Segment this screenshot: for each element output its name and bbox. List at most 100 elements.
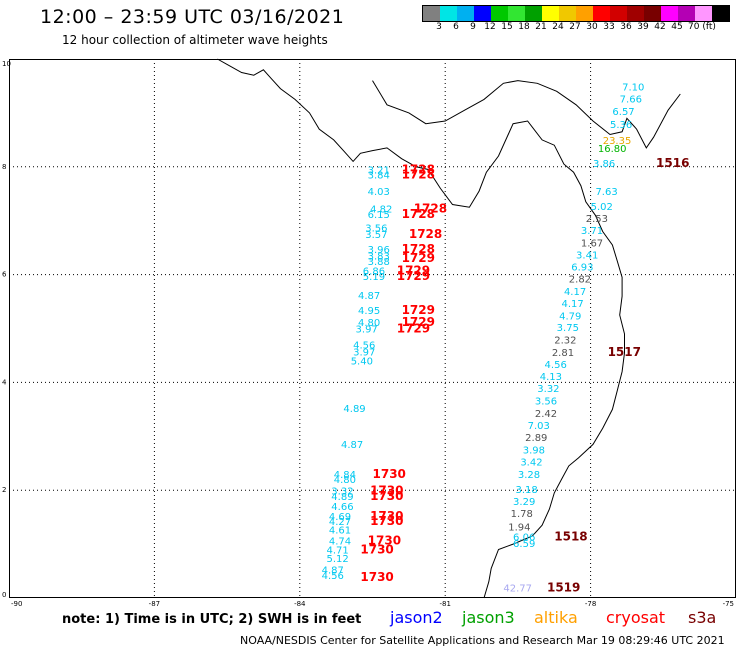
legend-item-s3a: s3a (688, 608, 717, 627)
wave-height-label: 7.66 (620, 95, 642, 106)
wave-height-label: 42.77 (503, 584, 532, 595)
scale-label: 30 (586, 22, 598, 32)
pass-time-label: 1516 (656, 156, 689, 170)
pass-time-label: 1730 (368, 534, 401, 548)
pass-time-label: 1729 (397, 264, 430, 278)
scale-swatch (593, 6, 610, 21)
scale-swatch (491, 6, 508, 21)
wave-height-label: 6.06 (513, 532, 535, 543)
scale-swatch (678, 6, 695, 21)
wave-height-label: 3.42 (520, 457, 542, 468)
scale-label: 33 (603, 22, 615, 32)
scale-label: 24 (552, 22, 564, 32)
scale-label: 3 (436, 22, 442, 32)
wave-height-label: 4.03 (368, 187, 390, 198)
wave-height-label: 7.03 (528, 421, 550, 432)
pass-time-label: 1729 (402, 303, 435, 317)
scale-swatch (440, 6, 457, 21)
wave-height-label: 3.75 (557, 323, 579, 334)
wave-height-label: 4.61 (329, 525, 351, 536)
scale-label: 70 (ft) (688, 22, 716, 32)
wave-height-label: 3.96 (368, 245, 390, 256)
wave-height-label: 2.89 (525, 433, 547, 444)
y-tick-label: 2 (2, 486, 6, 494)
pass-time-label: 1728 (402, 207, 435, 221)
wave-height-label: 3.98 (523, 446, 545, 457)
scale-swatch (610, 6, 627, 21)
wave-height-label: 4.84 (334, 470, 356, 481)
legend-item-altika: altika (534, 608, 578, 627)
scale-label: 27 (569, 22, 581, 32)
pass-time-label: 1730 (370, 514, 403, 528)
wave-height-label: 3.97 (356, 324, 378, 335)
pass-time-label: 1730 (360, 570, 393, 584)
pass-time-label: 1730 (373, 467, 406, 481)
pass-time-label: 1729 (397, 269, 430, 283)
map-frame (9, 59, 736, 598)
wave-height-label: 4.79 (559, 311, 581, 322)
altimeter-map: -90 -87 -84 -81 -78 -75 0 2 4 6 8 10 7.10 7.666.57 5.3… (2, 58, 736, 608)
legend-item-jason3: jason3 (462, 608, 515, 627)
wave-height-label: 6.15 (368, 210, 390, 221)
wave-height-label: 4.71 (326, 545, 348, 556)
wave-height-label: 3.57 (365, 230, 387, 241)
wave-height-label: 3.29 (513, 497, 535, 508)
wave-height-label: 4.69 (329, 512, 351, 523)
scale-label: 45 (671, 22, 683, 32)
wave-height-label: 4.82 (370, 205, 392, 216)
wave-height-label: 4.17 (562, 299, 584, 310)
wave-height-label: 1.94 (508, 523, 530, 534)
pass-time-label: 1730 (360, 542, 393, 556)
scale-swatch (559, 6, 576, 21)
wave-height-label: 3.28 (518, 470, 540, 481)
scale-label: 15 (501, 22, 513, 32)
wave-height-label: 3.88 (368, 257, 390, 268)
scale-swatch (661, 6, 678, 21)
pass-time-label: 1728 (414, 202, 447, 216)
pass-time-label: 1729 (397, 321, 430, 335)
scale-label: 21 (535, 22, 547, 32)
wave-height-label: 2.81 (552, 348, 574, 359)
caribbean-coastline (372, 80, 681, 149)
wave-height-label: 5.19 (363, 272, 385, 283)
wave-height-label: 4.95 (358, 306, 380, 317)
pass-time-label: 1728 (402, 162, 435, 176)
pacific-coastline (217, 58, 625, 599)
wave-height-label: 4.87 (341, 440, 363, 451)
wave-height-label: 6.86 (363, 267, 385, 278)
pass-time-label: 1730 (370, 509, 403, 523)
y-tick-label: 4 (2, 378, 7, 386)
scale-swatch (576, 6, 593, 21)
wave-height-label: 5.36 (610, 120, 632, 131)
wave-height-label: 1.67 (581, 239, 603, 250)
x-tick-label: -78 (585, 600, 596, 608)
wave-height-label: 2.32 (554, 336, 576, 347)
scale-label: 42 (654, 22, 666, 32)
credit-line: NOAA/NESDIS Center for Satellite Applica… (240, 634, 725, 647)
wave-height-label: 3.56 (535, 396, 557, 407)
scale-label: 6 (453, 22, 459, 32)
wave-height-label: 4.17 (564, 287, 586, 298)
scale-label: 9 (470, 22, 476, 32)
wave-height-label: 3.56 (365, 223, 387, 234)
wave-height-label: 4.74 (329, 537, 351, 548)
pass-time-label: 1518 (554, 529, 587, 543)
pass-time-label: 1730 (370, 484, 403, 498)
pass-time-label: 1728 (402, 242, 435, 256)
wave-height-label: 3.21 (368, 165, 390, 176)
wave-height-label: 23.35 (603, 136, 632, 147)
wave-height-label: 4.87 (358, 291, 380, 302)
wave-height-label: 4.80 (334, 475, 356, 486)
wave-height-label: 4.66 (331, 502, 353, 513)
wave-height-label: 4.56 (353, 340, 375, 351)
wave-height-label: 5.12 (326, 554, 348, 565)
wave-height-label: 2.82 (569, 275, 591, 286)
x-tick-label: -84 (294, 600, 306, 608)
wave-height-label: 3.32 (331, 487, 353, 498)
wave-height-label: 2.53 (586, 214, 608, 225)
wave-height-label: 6.57 (612, 107, 634, 118)
x-tick-label: -87 (149, 600, 160, 608)
wave-height-label: 3.86 (593, 159, 615, 170)
wave-height-label: 4.56 (545, 360, 567, 371)
pass-time-label: 1729 (402, 315, 435, 329)
